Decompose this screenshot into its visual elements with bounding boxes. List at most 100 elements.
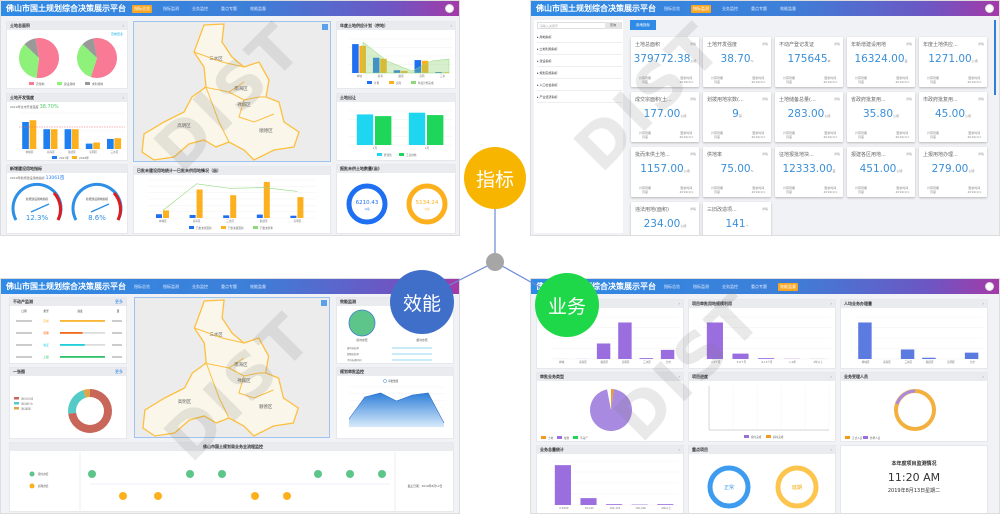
search-button[interactable]: 查询 (605, 22, 621, 29)
bar (393, 70, 401, 73)
more-link[interactable]: 更多 (115, 299, 123, 304)
indicator-card[interactable]: 年新增建设用地 详情 16324.00亩 计算周期 月度 更新时间 2019/1/1 (847, 37, 915, 87)
tree-item[interactable]: ▸ 用地指标 (537, 32, 622, 43)
nav-topics[interactable]: 重点专题 (751, 5, 767, 11)
user-avatar-icon[interactable] (445, 4, 454, 13)
indicator-card[interactable]: 成交宗面积(土... 详情 177.00公顷 计算周期 月度 更新时间 2019/1/1 (631, 92, 699, 142)
nav-indicators-overview[interactable]: 指标总览 (664, 283, 680, 289)
nav-business-monitor[interactable]: 业务监控 (192, 5, 208, 11)
nav-indicator-monitor[interactable]: 指标监测 (163, 5, 179, 11)
chevron-right-icon[interactable]: › (678, 374, 680, 379)
nav-efficiency[interactable]: 效能监督 (780, 5, 796, 11)
indicator-card[interactable]: 不动产登记发证 详情 175645本 计算周期 月度 更新时间 2019/1/1 (775, 37, 843, 87)
chevron-right-icon[interactable]: › (830, 447, 832, 452)
nav-business-monitor[interactable]: 业务监控 (722, 5, 738, 11)
detail-link[interactable]: 详情 (761, 207, 768, 211)
ring-normal (707, 465, 751, 509)
chevron-right-icon[interactable]: › (982, 301, 984, 306)
indicator-card[interactable]: 土地开发强度 详情 38.70% 计算周期 月度 更新时间 2019/1/1 (703, 37, 771, 87)
chevron-right-icon[interactable]: › (450, 23, 452, 28)
card-update: 更新时间 2019/1/1 (967, 76, 981, 84)
detail-link[interactable]: 详情 (761, 42, 768, 46)
chevron-right-icon[interactable]: › (678, 301, 680, 306)
nav-efficiency[interactable]: 效能监督 (250, 283, 266, 289)
chevron-right-icon[interactable]: › (830, 301, 832, 306)
nav-topics[interactable]: 重点专题 (221, 5, 237, 11)
nav-efficiency[interactable]: 效能监督 (250, 5, 266, 11)
map-view[interactable]: 三水区 南海区 禅城区 高明区 顺德区 (134, 297, 330, 438)
tree-item[interactable]: ▸ 规划实施指标 (537, 68, 622, 79)
chevron-right-icon[interactable]: › (678, 447, 680, 452)
nav-topics[interactable]: 重点专题 (221, 283, 237, 289)
chevron-right-icon[interactable]: › (122, 23, 124, 28)
detail-link[interactable]: 详情 (689, 42, 696, 46)
detail-link[interactable]: 详情 (833, 42, 840, 46)
tree-item[interactable]: ▸ 建设指标 (537, 56, 622, 67)
user-avatar-icon[interactable] (985, 282, 994, 291)
tree-item[interactable]: ▸ 土地利用指标 (537, 44, 622, 55)
user-avatar-icon[interactable] (985, 4, 994, 13)
legend-label: 建设用地 (64, 82, 75, 86)
map-view[interactable]: 三水区 南海区 禅城区 高明区 顺德区 (133, 21, 331, 162)
tree-item[interactable]: ▸ 人口社会指标 (537, 80, 622, 91)
indicator-card[interactable]: 征地报批地块... 详情 12333.00亩 计算周期 月度 更新时间 2019/1/1 (775, 147, 843, 197)
detail-link[interactable]: 详情 (689, 97, 696, 101)
nav-indicator-monitor[interactable]: 指标监测 (691, 4, 711, 13)
indicator-card[interactable]: 三旧改造项...详情141个计算周期月度更新时间2019/1/1 (703, 202, 771, 235)
detail-link[interactable]: 详情 (689, 152, 696, 156)
indicator-card[interactable]: 土地总面积 详情 379772.38公顷 计算周期 月度 更新时间 2019/1/1 (631, 37, 699, 87)
indicator-card[interactable]: 年度土地供应... 详情 1271.00公顷 计算周期 月度 更新时间 2019/1/1 (919, 37, 987, 87)
detail-link[interactable]: 详情 (761, 152, 768, 156)
detail-link[interactable]: 详情 (977, 97, 984, 101)
detail-link[interactable]: 详情 (977, 152, 984, 156)
nav-business-monitor[interactable]: 业务监控 (722, 283, 738, 289)
indicator-card[interactable]: 批而未供土地... 详情 1157.00公顷 计算周期 月度 更新时间 2019/1/1 (631, 147, 699, 197)
land-area-title: 土地总面积 (10, 23, 30, 28)
search-input[interactable]: 请输入关键字 查询 (537, 22, 622, 29)
nav-indicators-overview[interactable]: 指标总览 (134, 283, 150, 289)
card-name: 省政府批复用... (851, 97, 886, 103)
hub-business[interactable]: 业务 (535, 273, 599, 337)
detail-link[interactable]: 详情 (905, 152, 912, 156)
nav-indicators-overview[interactable]: 指标总览 (132, 4, 152, 13)
chevron-right-icon[interactable]: › (982, 374, 984, 379)
indicator-card[interactable]: 市政府批复用... 详情 45.00公顷 计算周期 月度 更新时间 2019/1/1 (919, 92, 987, 142)
scrollbar[interactable] (994, 20, 996, 95)
hub-indicators[interactable]: 指标 (464, 147, 526, 209)
tree-item[interactable]: ▸ 产业经济指标 (537, 92, 622, 103)
detail-link[interactable]: 详情 (833, 97, 840, 101)
biz-project-chart: 正常 延期 (707, 465, 819, 509)
detail-link[interactable]: 详情 (905, 97, 912, 101)
new-land-subtitle: 2019年新增建设用地指标 (10, 176, 45, 180)
nav-indicator-monitor[interactable]: 指标监测 (693, 283, 709, 289)
indicator-card[interactable]: 划拨用地宗数(... 详情 9宗 计算周期 月度 更新时间 2019/1/1 (703, 92, 771, 142)
more-link[interactable]: 查看更多 (110, 32, 123, 36)
dev-intensity-value: 38.70% (39, 104, 59, 110)
chevron-right-icon[interactable]: › (122, 95, 124, 100)
nav-indicator-monitor[interactable]: 指标监测 (163, 283, 179, 289)
nav-efficiency[interactable]: 效能监督 (778, 282, 798, 291)
detail-link[interactable]: 详情 (689, 207, 696, 211)
nav-indicators-overview[interactable]: 指标总览 (664, 5, 680, 11)
chevron-right-icon[interactable]: › (830, 374, 832, 379)
more-link[interactable]: 更多 (115, 369, 123, 374)
nav-business-monitor[interactable]: 业务监控 (192, 283, 208, 289)
indicator-card[interactable]: 上报用地办理... 详情 279.00公顷 计算周期 月度 更新时间 2019/1/1 (919, 147, 987, 197)
indicator-card[interactable]: 供地率 详情 75.00% 计算周期 月度 更新时间 2019/1/1 (703, 147, 771, 197)
detail-link[interactable]: 详情 (905, 42, 912, 46)
nav-topics[interactable]: 重点专题 (751, 283, 767, 289)
indicator-card[interactable]: 土地储备总量(... 详情 283.00公顷 计算周期 月度 更新时间 2019/1/1 (775, 92, 843, 142)
indicator-card[interactable]: 报建各区用地... 详情 451.00公顷 计算周期 月度 更新时间 2019/1/1 (847, 147, 915, 197)
ring-unit: 公顷 (364, 207, 370, 211)
detail-link[interactable]: 详情 (833, 152, 840, 156)
detail-link[interactable]: 详情 (977, 42, 984, 46)
hub-efficiency[interactable]: 效能 (390, 270, 454, 334)
indicator-card[interactable]: 省政府批复用... 详情 35.80公顷 计算周期 月度 更新时间 2019/1/1 (847, 92, 915, 142)
tab-land-indicators[interactable]: 用地指标 (630, 20, 656, 30)
estate-title: 不动产监测 (13, 299, 33, 304)
detail-link[interactable]: 详情 (761, 97, 768, 101)
